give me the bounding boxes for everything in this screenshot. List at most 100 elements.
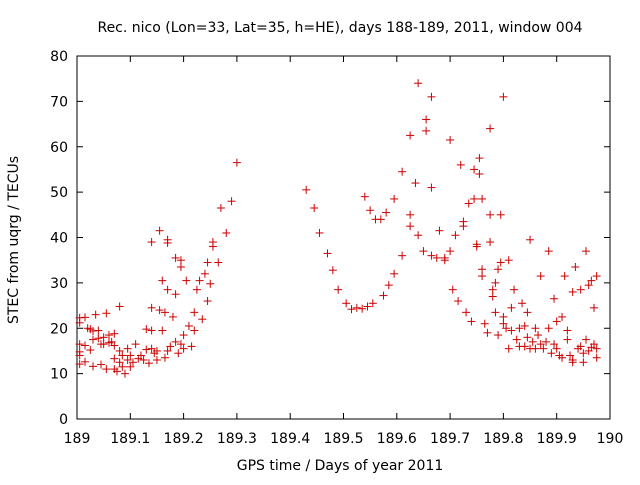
data-point xyxy=(80,313,89,322)
data-point xyxy=(582,247,591,256)
x-tick-label: 189.3 xyxy=(217,431,257,447)
data-point xyxy=(160,353,169,362)
data-point xyxy=(390,194,399,203)
data-point xyxy=(467,317,476,326)
data-point xyxy=(470,165,479,174)
data-point xyxy=(75,318,84,327)
data-point xyxy=(544,247,553,256)
y-axis-label: STEC from uqrg / TECUs xyxy=(6,156,22,324)
data-point xyxy=(504,344,513,353)
data-point xyxy=(358,304,367,313)
data-point xyxy=(75,340,84,349)
data-point xyxy=(592,353,601,362)
data-point xyxy=(136,351,145,360)
data-point xyxy=(486,238,495,247)
y-tick-label: 70 xyxy=(50,94,68,110)
data-point xyxy=(315,228,324,237)
data-point xyxy=(512,335,521,344)
data-point xyxy=(478,265,487,274)
data-point xyxy=(571,262,580,271)
data-point xyxy=(200,269,209,278)
data-point xyxy=(222,228,231,237)
data-point xyxy=(166,342,175,351)
data-point xyxy=(152,356,161,365)
data-point xyxy=(576,285,585,294)
data-point xyxy=(128,358,137,367)
data-point xyxy=(115,346,124,355)
data-point xyxy=(75,360,84,369)
data-point xyxy=(560,272,569,281)
data-point xyxy=(406,131,415,140)
data-point xyxy=(179,331,188,340)
data-point xyxy=(414,231,423,240)
data-point xyxy=(112,367,121,376)
data-point xyxy=(75,351,84,360)
data-point xyxy=(139,356,148,365)
data-point xyxy=(123,344,132,353)
data-point xyxy=(155,306,164,315)
y-tick-label: 40 xyxy=(50,231,68,247)
data-point xyxy=(550,294,559,303)
data-point xyxy=(99,333,108,342)
data-point xyxy=(131,340,140,349)
data-point xyxy=(382,208,391,217)
data-point xyxy=(502,324,511,333)
data-point xyxy=(206,279,215,288)
data-point xyxy=(488,285,497,294)
data-point xyxy=(158,326,167,335)
y-tick-label: 20 xyxy=(50,321,68,337)
y-tick-label: 50 xyxy=(50,185,68,201)
data-point xyxy=(427,183,436,192)
data-point xyxy=(347,305,356,314)
data-point xyxy=(232,158,241,167)
x-tick-label: 189.2 xyxy=(164,431,204,447)
data-point xyxy=(563,335,572,344)
data-point xyxy=(504,256,513,265)
data-point xyxy=(192,285,201,294)
data-point xyxy=(190,326,199,335)
data-point xyxy=(584,281,593,290)
data-point xyxy=(406,210,415,219)
data-point xyxy=(88,335,97,344)
data-point xyxy=(384,281,393,290)
data-point xyxy=(494,265,503,274)
data-point xyxy=(528,337,537,346)
data-point xyxy=(190,308,199,317)
x-tick-label: 189.9 xyxy=(537,431,577,447)
data-point xyxy=(310,204,319,213)
data-point xyxy=(486,210,495,219)
data-point xyxy=(475,154,484,163)
x-tick-label: 189.5 xyxy=(323,431,363,447)
data-point xyxy=(448,285,457,294)
data-point xyxy=(163,238,172,247)
data-point xyxy=(214,258,223,267)
data-point xyxy=(579,349,588,358)
data-point xyxy=(496,210,505,219)
data-point xyxy=(120,369,129,378)
data-point xyxy=(422,115,431,124)
data-point xyxy=(563,326,572,335)
data-point xyxy=(102,309,111,318)
data-point xyxy=(147,344,156,353)
data-point xyxy=(368,299,377,308)
data-point xyxy=(491,278,500,287)
data-point xyxy=(123,356,132,365)
data-point xyxy=(526,235,535,244)
data-point xyxy=(579,358,588,367)
data-point xyxy=(499,319,508,328)
data-point xyxy=(488,292,497,301)
data-point xyxy=(366,206,375,215)
data-point xyxy=(216,204,225,213)
data-point xyxy=(582,335,591,344)
data-point xyxy=(323,249,332,258)
data-point xyxy=(440,253,449,262)
data-point xyxy=(435,226,444,235)
data-point xyxy=(147,238,156,247)
data-point xyxy=(459,222,468,231)
data-point xyxy=(398,167,407,176)
data-point xyxy=(544,324,553,333)
data-point xyxy=(160,308,169,317)
data-point xyxy=(494,331,503,340)
